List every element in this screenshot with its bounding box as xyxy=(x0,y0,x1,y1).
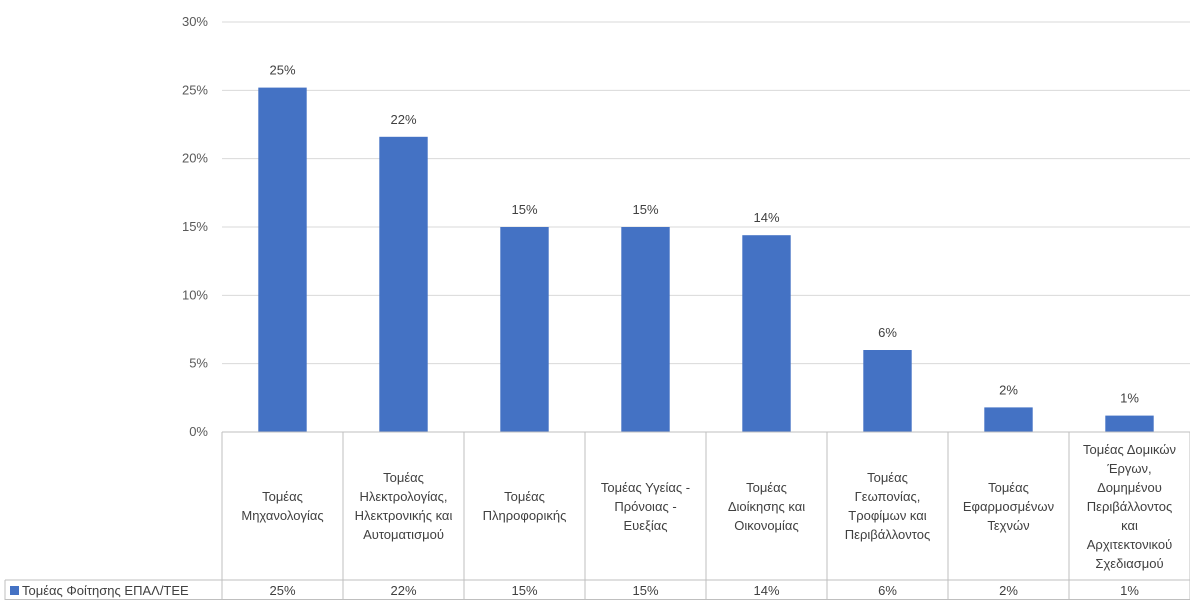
legend: Τομέας Φοίτησης ΕΠΑΛ/ΤΕΕ xyxy=(10,580,189,600)
bar xyxy=(621,227,670,432)
bar xyxy=(984,407,1033,432)
bar xyxy=(258,87,307,432)
category-label: Τομέας Μηχανολογίας xyxy=(241,489,324,523)
table-value: 2% xyxy=(999,582,1018,598)
data-labels: 25% 22% 15% 15% 14% 6% 2% 1% xyxy=(269,63,1139,406)
category-label: Τομέας Δομικών Έργων, Δομημένου Περιβάλλοντ… xyxy=(1083,441,1176,571)
data-label: 25% xyxy=(269,63,295,78)
y-tick-label: 5% xyxy=(189,356,208,371)
bar xyxy=(379,136,428,433)
legend-swatch xyxy=(10,585,19,595)
table-value: 22% xyxy=(390,582,417,598)
y-tick-label: 0% xyxy=(189,424,208,439)
table-value: 15% xyxy=(632,582,659,598)
category-label: Τομέας Διοίκησης και Οικονομίας xyxy=(727,479,806,533)
data-label: 2% xyxy=(999,382,1018,397)
table-value: 14% xyxy=(753,582,780,598)
gridlines xyxy=(222,21,1190,433)
bar xyxy=(500,227,549,432)
data-label: 15% xyxy=(632,202,658,217)
category-label: Τομέας Ηλεκτρολογίας, Ηλεκτρονικής και Αυτο… xyxy=(354,470,453,542)
y-tick-label: 20% xyxy=(182,151,208,166)
table-value: 6% xyxy=(878,582,897,598)
data-label: 6% xyxy=(878,325,897,340)
category-label: Τομέας Υγείας - Πρόνοιας - Ευεξίας xyxy=(600,479,691,533)
category-label: Τομέας Εφαρμοσμένων Τεχνών xyxy=(962,479,1055,533)
y-axis-ticks: 0% 5% 10% 15% 20% 25% 30% xyxy=(182,14,208,439)
bar xyxy=(742,235,791,432)
data-label: 14% xyxy=(753,210,779,225)
y-tick-label: 30% xyxy=(182,14,208,29)
data-label: 22% xyxy=(390,112,416,127)
table-value: 25% xyxy=(269,582,296,598)
data-label: 15% xyxy=(511,202,537,217)
legend-label: Τομέας Φοίτησης ΕΠΑΛ/ΤΕΕ xyxy=(22,582,189,598)
bar xyxy=(1105,415,1154,432)
y-tick-label: 15% xyxy=(182,219,208,234)
table-value: 1% xyxy=(1120,582,1139,598)
bars xyxy=(258,87,1154,433)
y-tick-label: 25% xyxy=(182,82,208,97)
y-tick-label: 10% xyxy=(182,287,208,302)
category-label: Τομέας Πληροφορικής xyxy=(482,489,567,523)
category-label: Τομέας Γεωπονίας, Τροφίμων και Περιβάλλοντο… xyxy=(844,470,931,542)
table-value: 15% xyxy=(511,582,538,598)
bar xyxy=(863,350,912,432)
data-label: 1% xyxy=(1120,391,1139,406)
